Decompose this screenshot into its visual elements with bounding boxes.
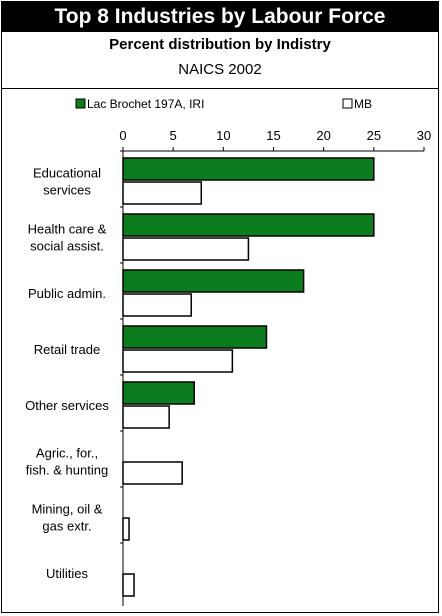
category-label: Public admin. bbox=[28, 286, 106, 301]
x-tick-label: 15 bbox=[266, 128, 280, 143]
bar bbox=[122, 461, 183, 485]
x-tick-label: 10 bbox=[216, 128, 230, 143]
bar bbox=[122, 381, 195, 405]
category-label: Mining, oil & bbox=[32, 502, 103, 517]
legend-swatch bbox=[342, 98, 353, 109]
category-label: Utilities bbox=[46, 566, 88, 581]
category-label: social assist. bbox=[30, 239, 104, 254]
x-tick-label: 30 bbox=[417, 128, 431, 143]
bar bbox=[122, 181, 203, 205]
category-label: services bbox=[43, 183, 91, 198]
bar bbox=[122, 269, 305, 293]
chart-title: Top 8 Industries by Labour Force bbox=[2, 2, 438, 32]
x-tick-label: 25 bbox=[367, 128, 381, 143]
legend-label: Lac Brochet 197A, IRI bbox=[87, 97, 204, 111]
x-tick-label: 0 bbox=[119, 128, 126, 143]
category-label: fish. & hunting bbox=[26, 463, 108, 478]
bar bbox=[122, 349, 234, 373]
category-label: gas extr. bbox=[42, 519, 91, 534]
bar bbox=[122, 405, 170, 429]
x-tick-label: 5 bbox=[170, 128, 177, 143]
category-label: Health care & bbox=[28, 222, 107, 237]
x-tick-label: 20 bbox=[316, 128, 330, 143]
header-divider bbox=[2, 88, 438, 89]
bar bbox=[122, 517, 130, 541]
bar bbox=[122, 293, 192, 317]
bar bbox=[122, 213, 375, 237]
bar bbox=[122, 157, 375, 181]
bar bbox=[122, 325, 268, 349]
category-label: Other services bbox=[25, 398, 109, 413]
bar bbox=[122, 573, 135, 597]
chart-subtitle: Percent distribution by Indistry bbox=[109, 36, 331, 53]
category-label: Educational bbox=[33, 166, 101, 181]
legend-swatch bbox=[75, 98, 86, 109]
category-label: Agric., for., bbox=[36, 446, 98, 461]
chart-classification: NAICS 2002 bbox=[178, 61, 262, 78]
bar bbox=[122, 237, 250, 261]
legend-label: MB bbox=[354, 97, 372, 111]
category-label: Retail trade bbox=[34, 342, 100, 357]
